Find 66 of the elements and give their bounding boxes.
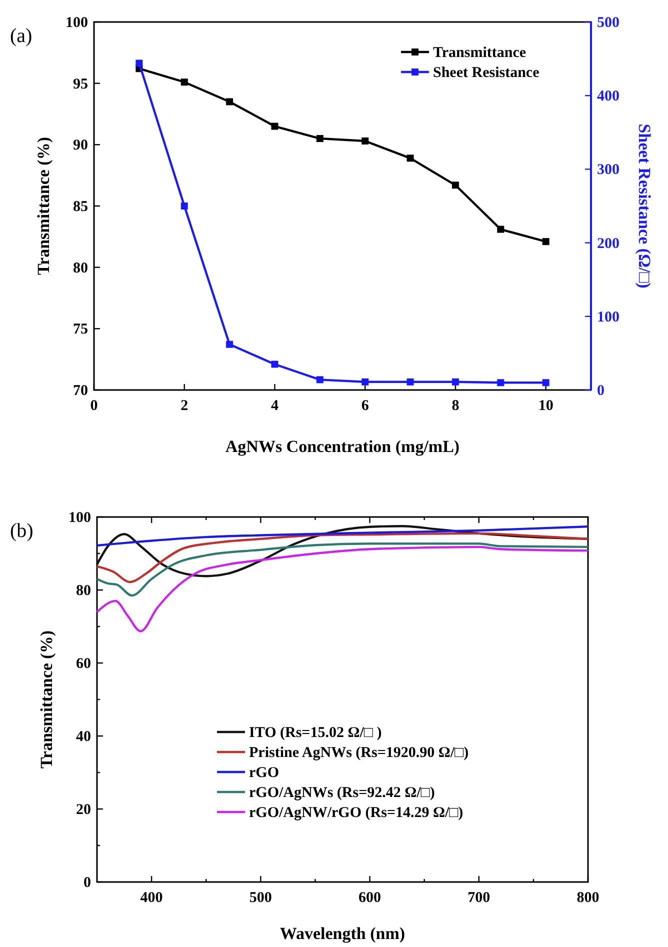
legend-label: rGO xyxy=(249,765,279,781)
y-tick-label: 60 xyxy=(76,656,91,672)
point xyxy=(226,98,234,106)
x-axis-title: Wavelength (nm) xyxy=(280,924,406,943)
x-tick-label: 800 xyxy=(576,890,600,906)
line-series xyxy=(96,542,590,597)
point xyxy=(180,78,188,86)
y-axis-title: Transmittance (%) xyxy=(34,136,53,276)
point xyxy=(452,182,459,189)
legend-label: rGO/AgNWs (Rs=92.42 Ω/□) xyxy=(249,785,435,801)
point xyxy=(542,379,550,386)
point xyxy=(452,378,459,386)
legend-label: Transmittance xyxy=(433,45,526,61)
point xyxy=(362,137,369,144)
point xyxy=(316,376,324,384)
x-tick-label: 700 xyxy=(468,890,490,906)
point xyxy=(180,202,188,210)
y2-tick-label: 200 xyxy=(597,236,620,252)
line-series xyxy=(96,525,590,547)
point xyxy=(316,135,324,142)
y2-tick-label: 400 xyxy=(597,88,620,105)
y2-axis-title: Sheet Resistance (Ω/□) xyxy=(635,124,654,288)
point xyxy=(136,60,143,67)
y-axis-title: Transmittance (%) xyxy=(37,630,56,769)
point xyxy=(406,154,414,162)
legend-label: Sheet Resistance xyxy=(433,65,540,81)
point xyxy=(362,378,369,386)
x-tick-label: 8 xyxy=(452,398,460,414)
y-tick-label: 75 xyxy=(73,322,88,338)
point xyxy=(497,226,504,233)
y-tick-label: 95 xyxy=(73,76,88,92)
y-tick-label: 80 xyxy=(76,583,91,599)
y-tick-label: 40 xyxy=(76,729,91,745)
point xyxy=(497,379,504,386)
legend-label: ITO (Rs=15.02 Ω/□ ) xyxy=(249,725,382,741)
point xyxy=(542,238,550,246)
y-tick-label: 80 xyxy=(73,260,88,276)
line-series xyxy=(96,532,590,584)
point xyxy=(226,340,234,348)
x-tick-label: 10 xyxy=(538,398,554,414)
x-tick-label: 2 xyxy=(180,398,188,414)
y2-tick-label: 300 xyxy=(597,162,620,178)
x-tick-label: 6 xyxy=(361,398,370,414)
y-tick-label: 0 xyxy=(84,875,91,891)
x-tick-label: 500 xyxy=(249,890,272,906)
x-tick-label: 400 xyxy=(140,890,163,906)
y-tick-label: 70 xyxy=(73,383,88,399)
y-tick-label: 85 xyxy=(73,199,88,215)
legend-label: Pristine AgNWs (Rs=1920.90 Ω/□) xyxy=(249,745,469,761)
line-series xyxy=(96,546,590,632)
y-tick-label: 100 xyxy=(68,510,91,526)
point xyxy=(271,360,278,368)
text: (b) xyxy=(10,520,34,542)
text: (a) xyxy=(10,25,32,47)
x-tick-label: 600 xyxy=(358,890,382,906)
y2-tick-label: 0 xyxy=(597,383,604,399)
x-axis-title: AgNWs Concentration (mg/mL) xyxy=(225,437,460,456)
y-tick-label: 20 xyxy=(76,802,91,818)
y2-tick-label: 500 xyxy=(597,15,620,31)
point xyxy=(406,378,414,386)
legend-label: rGO/AgNW/rGO (Rs=14.29 Ω/□) xyxy=(249,805,464,821)
y-tick-label: 100 xyxy=(66,15,88,31)
y-tick-label: 90 xyxy=(73,138,88,154)
point xyxy=(271,122,278,130)
x-tick-label: 4 xyxy=(270,398,279,414)
y2-tick-label: 100 xyxy=(597,309,620,326)
